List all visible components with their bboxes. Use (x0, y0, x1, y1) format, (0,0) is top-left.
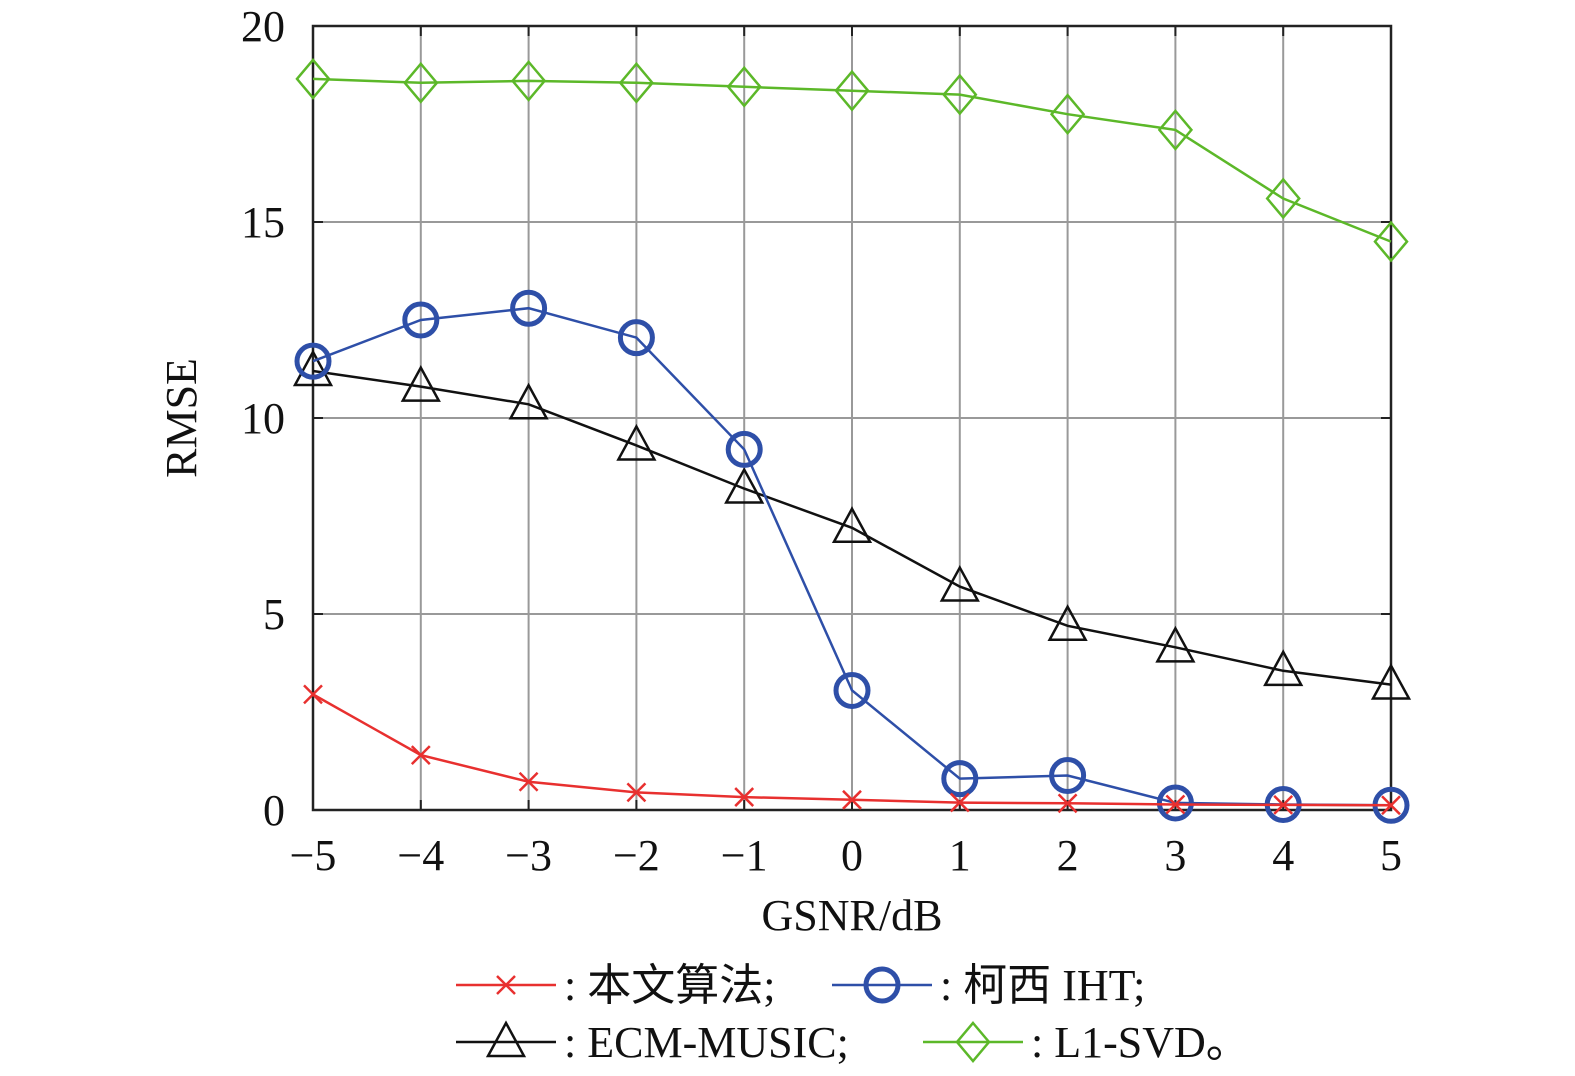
marker-x (734, 787, 755, 807)
marker-x (1165, 794, 1186, 815)
marker-triangle (1263, 649, 1304, 687)
marker-diamond (942, 73, 978, 116)
x-tick-label: −4 (397, 831, 444, 880)
marker-triangle (831, 506, 873, 544)
marker-diamond (618, 61, 655, 104)
x-tick-label: −3 (505, 831, 552, 880)
y-axis-title: RMSE (157, 358, 206, 478)
marker-diamond (1265, 177, 1301, 220)
y-tick-label: 20 (241, 2, 285, 51)
marker-x (496, 975, 516, 995)
marker-x (626, 782, 647, 803)
series-line (312, 369, 1392, 686)
marker-triangle (1155, 625, 1196, 663)
marker-x-stroke (410, 745, 431, 766)
marker-diamond (726, 65, 762, 108)
x-tick-label: −2 (613, 831, 660, 880)
series-line (312, 77, 1392, 243)
legend-label: : ECM-MUSIC; (564, 1018, 849, 1067)
legend-item: : 本文算法; (456, 961, 775, 1010)
legend-item: : ECM-MUSIC; (456, 1018, 849, 1067)
marker-x (1381, 795, 1401, 816)
marker-triangle (400, 365, 441, 402)
marker-circle (941, 760, 979, 798)
marker-triangle (508, 382, 549, 420)
y-tick-label: 0 (263, 786, 285, 835)
marker-diamond (1049, 93, 1086, 136)
marker-x (842, 789, 862, 810)
marker-diamond (1157, 108, 1194, 151)
marker-x-stroke (1057, 793, 1078, 814)
legend: : 本文算法; : 柯西 IHT; : ECM-MUSIC; : L1-SVD。 (456, 961, 1250, 1067)
x-axis-title: GSNR/dB (762, 891, 943, 940)
marker-x-stroke (303, 684, 323, 705)
marker-circle (402, 301, 440, 339)
grid (313, 26, 1391, 810)
x-tick-label: 0 (841, 831, 863, 880)
marker-x-stroke (518, 771, 539, 792)
marker-x-stroke (949, 792, 970, 813)
y-tick-label: 10 (241, 394, 285, 443)
marker-x (949, 792, 970, 813)
marker-triangle (1370, 662, 1412, 700)
marker-x-stroke (626, 782, 647, 803)
legend-item: : 柯西 IHT; (832, 961, 1145, 1010)
marker-circle (510, 289, 548, 327)
marker-circle (725, 430, 763, 468)
series-x (303, 684, 1401, 816)
axis-ticks: −5 −4 −3 −2 −1 0 1 2 3 4 5 0 5 10 15 20 (241, 2, 1402, 880)
y-tick-label: 15 (241, 198, 285, 247)
marker-triangle (1047, 604, 1088, 642)
x-tick-label: 5 (1380, 831, 1402, 880)
marker-triangle (616, 423, 657, 461)
marker-diamond (403, 61, 439, 104)
marker-diamond (955, 1021, 991, 1063)
legend-label: : 本文算法; (564, 961, 775, 1010)
marker-x (1273, 795, 1294, 815)
marker-diamond (834, 69, 870, 112)
marker-triangle (485, 1020, 527, 1058)
marker-x (303, 684, 323, 705)
marker-x-stroke (1381, 795, 1401, 816)
marker-x-stroke (734, 787, 755, 807)
series-layer (292, 57, 1412, 824)
marker-x-stroke (842, 789, 862, 810)
marker-x-stroke (1273, 795, 1294, 815)
legend-label: : 柯西 IHT; (940, 961, 1145, 1010)
marker-triangle (724, 466, 765, 504)
marker-diamond (1373, 220, 1409, 263)
marker-x-stroke (1165, 794, 1186, 815)
x-tick-label: −5 (290, 831, 337, 880)
marker-triangle (292, 349, 334, 387)
x-tick-label: −1 (721, 831, 768, 880)
marker-diamond (295, 57, 331, 100)
marker-x-stroke (496, 975, 516, 995)
x-tick-label: 2 (1057, 831, 1079, 880)
marker-triangle (939, 564, 980, 602)
marker-x (1057, 793, 1078, 814)
marker-x (410, 745, 431, 766)
marker-x (518, 771, 539, 792)
marker-circle (1049, 757, 1087, 795)
x-tick-label: 4 (1272, 831, 1294, 880)
y-tick-label: 5 (263, 590, 285, 639)
marker-diamond (510, 59, 547, 102)
legend-item: : L1-SVD。 (923, 1018, 1250, 1067)
series-triangle (292, 349, 1412, 700)
marker-circle (617, 319, 655, 357)
x-tick-label: 3 (1164, 831, 1186, 880)
marker-circle (1156, 784, 1194, 822)
series-diamond (295, 57, 1409, 263)
marker-circle (863, 966, 901, 1004)
x-tick-label: 1 (949, 831, 971, 880)
marker-circle (294, 342, 332, 380)
marker-circle (833, 671, 871, 709)
legend-label: : L1-SVD。 (1031, 1018, 1250, 1067)
